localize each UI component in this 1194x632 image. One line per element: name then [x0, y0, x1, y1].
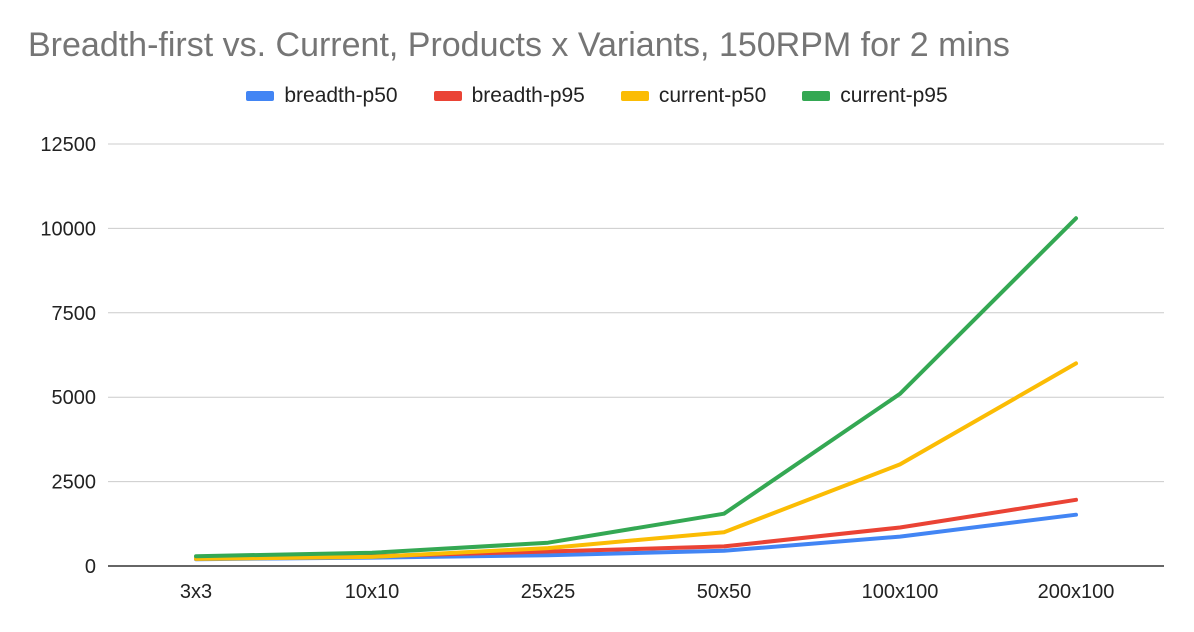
x-tick-label: 100x100 [862, 581, 939, 603]
y-tick-label: 10000 [40, 218, 96, 240]
legend-swatch [802, 91, 831, 101]
legend: breadth-p50 breadth-p95 current-p50 curr… [0, 84, 1194, 108]
y-tick-label: 12500 [40, 134, 96, 156]
legend-item-breadth-p95[interactable]: breadth-p95 [433, 84, 585, 108]
legend-label: breadth-p95 [471, 84, 585, 107]
legend-label: current-p50 [658, 84, 767, 107]
series-line-current-p50 [194, 361, 1078, 561]
y-tick-label: 2500 [52, 472, 97, 494]
legend-item-current-p50[interactable]: current-p50 [620, 84, 767, 108]
y-tick-label: 7500 [52, 303, 97, 325]
chart-title: Breadth-first vs. Current, Products x Va… [28, 26, 1010, 64]
legend-label: breadth-p50 [284, 84, 398, 107]
x-tick-label: 3x3 [180, 581, 212, 603]
legend-item-current-p95[interactable]: current-p95 [802, 84, 948, 108]
legend-swatch [246, 91, 275, 101]
series-line-current-p95 [194, 216, 1078, 559]
y-tick-label: 5000 [52, 387, 97, 409]
legend-label: current-p95 [840, 84, 948, 107]
x-tick-label: 25x25 [521, 581, 576, 603]
legend-swatch [620, 91, 649, 101]
legend-swatch [433, 91, 462, 101]
x-tick-label: 200x100 [1038, 581, 1115, 603]
y-tick-label: 0 [85, 556, 96, 578]
legend-item-breadth-p50[interactable]: breadth-p50 [246, 84, 398, 108]
x-tick-label: 10x10 [345, 581, 400, 603]
x-tick-label: 50x50 [697, 581, 752, 603]
